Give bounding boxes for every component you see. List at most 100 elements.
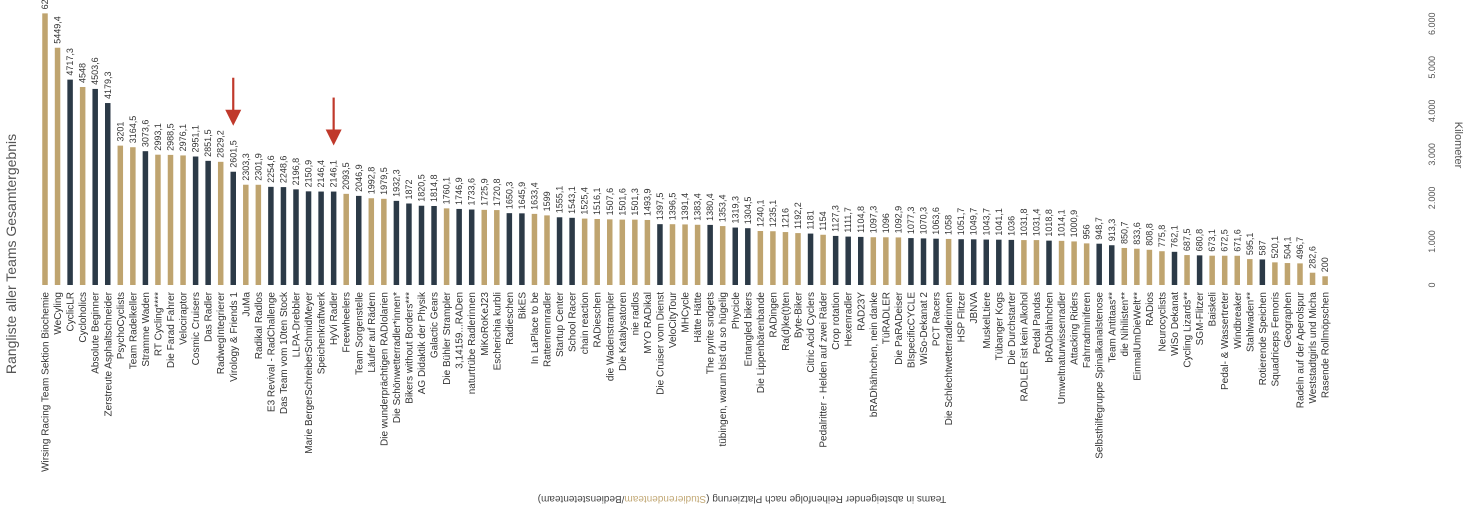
value-label: 1555,1 [555,186,565,214]
bar [895,237,902,285]
category-label: Rasende Rollmöpschen [1321,292,1332,398]
bars [42,13,1328,286]
bar [42,13,48,286]
bar [1058,240,1065,285]
value-label: 2988,5 [166,123,176,151]
category-label: EinmalUmDieWelt** [1132,292,1143,381]
value-label: 3164,5 [128,116,138,144]
value-label: 1543,1 [567,186,577,214]
value-label: 2829,2 [216,130,226,158]
category-label: die Wadenstrampler [605,291,616,381]
category-label: BikES [517,292,528,320]
bar [920,238,927,285]
bar [230,171,236,285]
bar [1134,248,1140,285]
y-tick-label: 2.000 [1427,187,1437,210]
value-label: 1872 [404,179,414,199]
value-label: 1154 [818,211,828,230]
category-label: Pedal- & Wassertreter [1220,291,1231,390]
category-label: Byte-Biker [794,291,805,338]
value-label: 1760,1 [442,177,452,205]
arrow-head [225,109,242,126]
value-label: 671,6 [1232,229,1242,252]
bar [481,209,487,285]
bar [318,191,324,285]
value-label: 520,1 [1270,236,1280,259]
category-label: School Racer [568,291,579,352]
value-label: 1240,1 [755,199,765,227]
bar [933,238,939,285]
y-tick-label: 1.000 [1427,230,1437,253]
category-label: E3 Revival - RadChallenge [266,292,277,413]
bar [1159,251,1165,285]
category-label: Cycloholics [78,292,89,343]
value-label: 3201 [115,122,125,142]
category-label: Marie BergerSchreiberSchmidMeyer [304,291,315,453]
bar [858,236,864,285]
category-label: Velociraptor [179,291,190,344]
value-label: 1733,6 [467,178,477,206]
category-label: Läufer auf Rädern [367,292,378,373]
category-label: Hexenradler [844,291,855,346]
bar [556,217,563,285]
value-label: 6238,9 [40,0,50,9]
bar [581,218,588,285]
category-label: RadwegIntegrierer [216,291,227,374]
bar [694,224,701,285]
y-tick-label: 3.000 [1427,143,1437,166]
bar [142,151,149,285]
category-label: HSP Flitzer [957,291,968,342]
bar [117,145,124,285]
category-label: PCT Racers [932,292,943,346]
category-label: Tübanger Kogs [994,292,1005,360]
bar [1008,239,1015,285]
value-label: 775,8 [1157,225,1167,248]
value-label: 1018,8 [1044,209,1054,237]
bar [431,205,437,285]
value-label: 1501,3 [630,188,640,216]
value-label: 1097,3 [868,206,878,234]
value-label: 2248,6 [278,156,288,184]
value-label: 762,1 [1170,225,1180,248]
bar [1309,272,1316,285]
bar [832,235,839,285]
value-label: 1380,4 [705,193,715,221]
category-label: die Nihilisten** [1120,292,1131,357]
value-label: 1036 [1006,216,1016,236]
bar [682,224,688,285]
value-label: 2303,3 [241,153,251,181]
category-label: HyVi Radler [329,291,340,345]
category-label: Team Sorgenstelle [354,292,365,375]
category-label: Stahlwaden** [1245,292,1256,352]
bar [1196,255,1203,285]
bar [243,184,249,285]
category-label: bRADhähnchen, nein danke [869,292,880,418]
category-label: Squadriceps Femoris [1270,292,1281,386]
y-tick-label: 0 [1427,282,1437,287]
category-label: Citric Acid Cyclers [806,292,817,373]
category-label: Radikal Radlos [254,292,265,359]
bar [356,195,362,285]
bar [732,227,738,285]
bar [155,154,161,285]
value-label: 1235,1 [768,200,778,228]
bar [494,210,500,285]
bar [820,234,826,285]
category-label: nie radlos [630,292,641,335]
bar [167,154,174,285]
category-label: Das Team vom 10ten Stock [279,291,290,414]
bar [644,219,651,285]
category-label: chain reaction [580,292,591,354]
category-label: In LaPlace to be [530,292,541,365]
value-label: 687,5 [1182,229,1192,252]
value-label: 1096 [881,213,891,233]
value-label: 1391,4 [680,193,690,221]
bar [293,189,299,285]
value-label: 1501,6 [617,188,627,216]
value-label: 956 [1082,224,1092,239]
value-label: 1181 [806,210,816,229]
category-label: Stramme Waden [141,292,152,367]
bar [1184,255,1190,285]
